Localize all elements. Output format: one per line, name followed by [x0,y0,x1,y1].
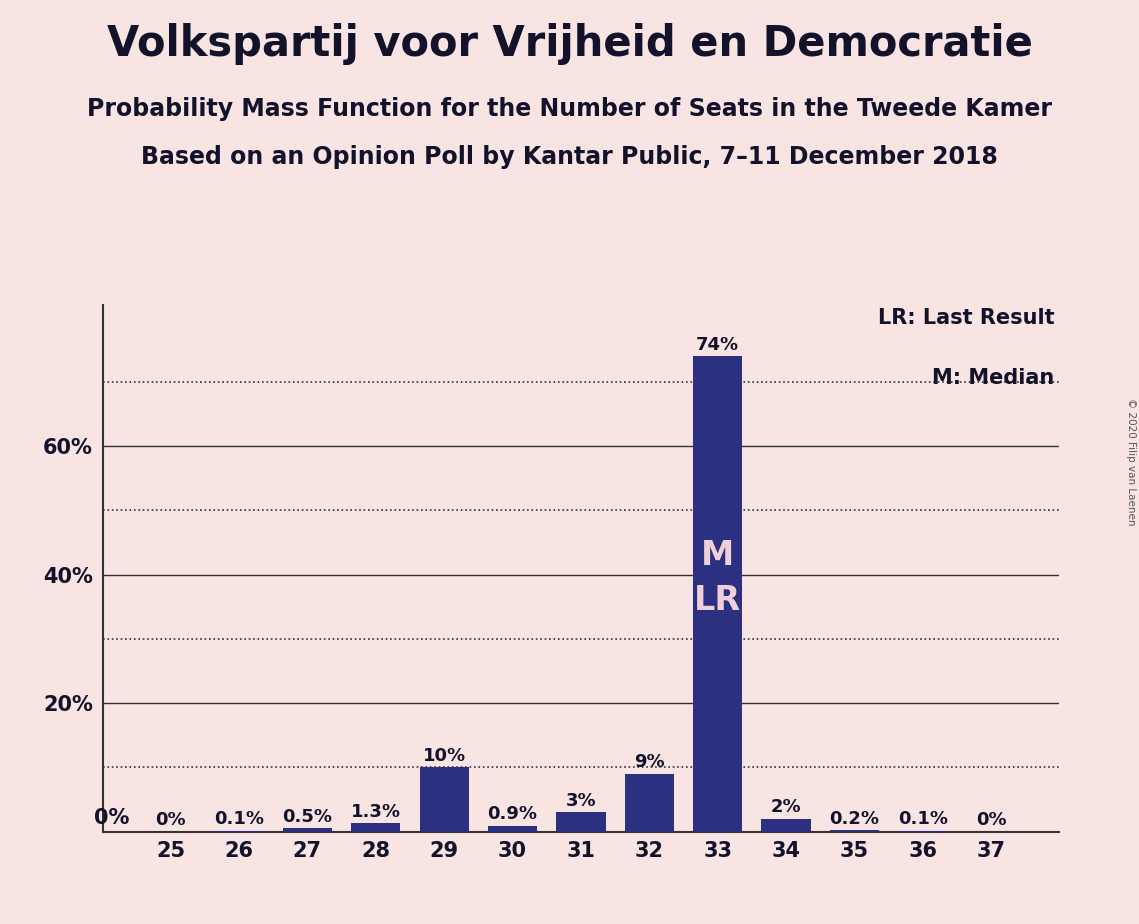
Text: LR: LR [694,584,741,617]
Text: Based on an Opinion Poll by Kantar Public, 7–11 December 2018: Based on an Opinion Poll by Kantar Publi… [141,145,998,169]
Text: 0.1%: 0.1% [214,810,264,829]
Bar [830,831,879,832]
Text: M: Median: M: Median [932,368,1055,388]
Text: 0.1%: 0.1% [898,810,948,829]
Text: M: M [700,539,735,572]
Text: 0.9%: 0.9% [487,805,538,823]
Text: LR: Last Result: LR: Last Result [878,308,1055,327]
Text: Probability Mass Function for the Number of Seats in the Tweede Kamer: Probability Mass Function for the Number… [87,97,1052,121]
Text: 9%: 9% [634,753,664,772]
Bar [419,767,469,832]
Text: 0%: 0% [95,808,130,829]
Bar [487,826,538,832]
Bar [282,829,331,832]
Text: 3%: 3% [566,792,596,809]
Text: 0.2%: 0.2% [829,809,879,828]
Bar [693,357,743,832]
Bar [761,819,811,832]
Text: 0%: 0% [976,811,1007,829]
Text: © 2020 Filip van Laenen: © 2020 Filip van Laenen [1126,398,1136,526]
Text: 0.5%: 0.5% [282,808,333,826]
Text: Volkspartij voor Vrijheid en Democratie: Volkspartij voor Vrijheid en Democratie [107,23,1032,65]
Text: 74%: 74% [696,335,739,354]
Text: 1.3%: 1.3% [351,803,401,821]
Bar [351,823,401,832]
Text: 0%: 0% [155,811,186,829]
Bar [624,773,674,832]
Bar [556,812,606,832]
Text: 2%: 2% [771,798,802,816]
Text: 10%: 10% [423,747,466,765]
